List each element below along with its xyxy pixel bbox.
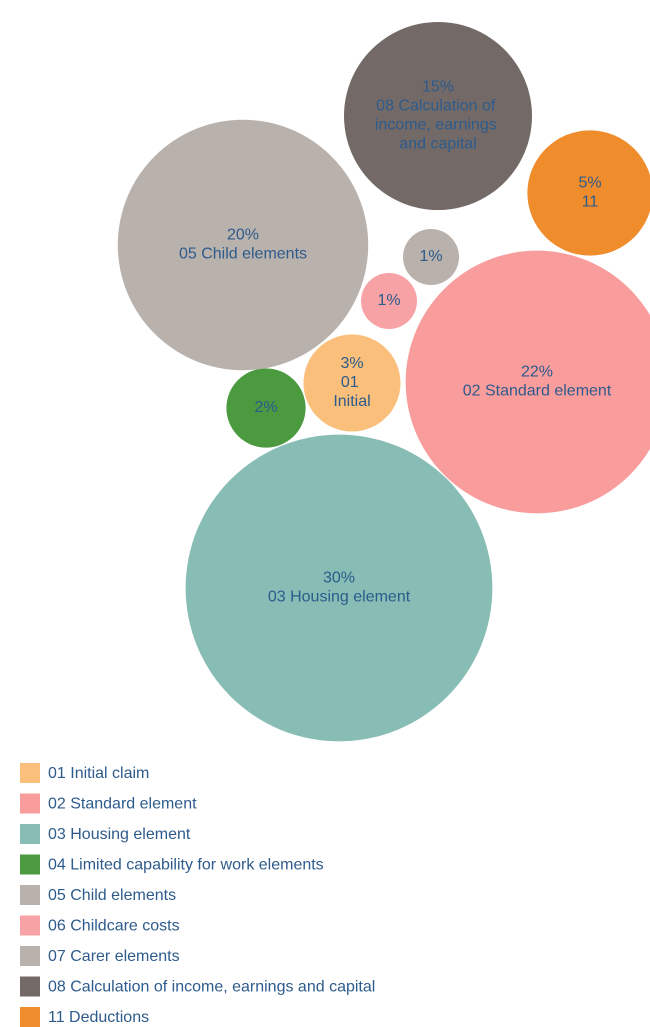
bubble-label: 11 — [582, 194, 599, 211]
legend-label: 06 Childcare costs — [48, 918, 180, 935]
legend-swatch — [20, 763, 40, 783]
legend-label: 08 Calculation of income, earnings and c… — [48, 979, 375, 996]
bubble-value-label: 30% — [323, 570, 355, 587]
bubble-label: 01 Initial — [333, 374, 370, 410]
bubble-value-label: 22% — [521, 364, 553, 381]
legend-swatch — [20, 915, 40, 936]
legend-swatch — [20, 976, 40, 997]
bubble — [185, 434, 493, 742]
bubble — [361, 273, 417, 329]
legend-label: 05 Child elements — [48, 887, 176, 904]
bubble-value-label: 5% — [578, 175, 601, 192]
legend-swatch — [20, 1007, 40, 1027]
legend-swatch — [20, 885, 40, 905]
bubble-label: 05 Child elements — [179, 246, 307, 263]
legend-label: 01 Initial claim — [48, 765, 149, 782]
bubble — [226, 368, 306, 448]
legend-label: 02 Standard element — [48, 796, 197, 813]
bubble-label: 03 Housing element — [268, 589, 411, 606]
legend-swatch — [20, 793, 40, 814]
bubble — [405, 250, 650, 514]
bubble — [117, 119, 369, 371]
bubble-value-label: 15% — [422, 79, 454, 96]
bubble — [303, 334, 401, 432]
bubble-label: 02 Standard element — [463, 383, 612, 400]
bubble — [527, 130, 650, 256]
bubble-value-label: 3% — [340, 355, 363, 372]
bubble-value-label: 1% — [377, 292, 400, 309]
legend-swatch — [20, 824, 40, 844]
bubble — [344, 22, 532, 210]
legend-label: 03 Housing element — [48, 826, 191, 843]
legend-swatch — [20, 946, 40, 966]
legend-label: 11 Deductions — [48, 1009, 149, 1026]
legend-label: 07 Carer elements — [48, 948, 180, 965]
bubble-value-label: 1% — [419, 248, 442, 265]
legend-label: 04 Limited capability for work elements — [48, 857, 324, 874]
bubble — [403, 229, 459, 285]
bubble-label: 08 Calculation of income, earnings and c… — [375, 98, 501, 153]
bubble-value-label: 20% — [227, 227, 259, 244]
bubble-value-label: 2% — [254, 399, 277, 416]
legend-swatch — [20, 854, 40, 875]
